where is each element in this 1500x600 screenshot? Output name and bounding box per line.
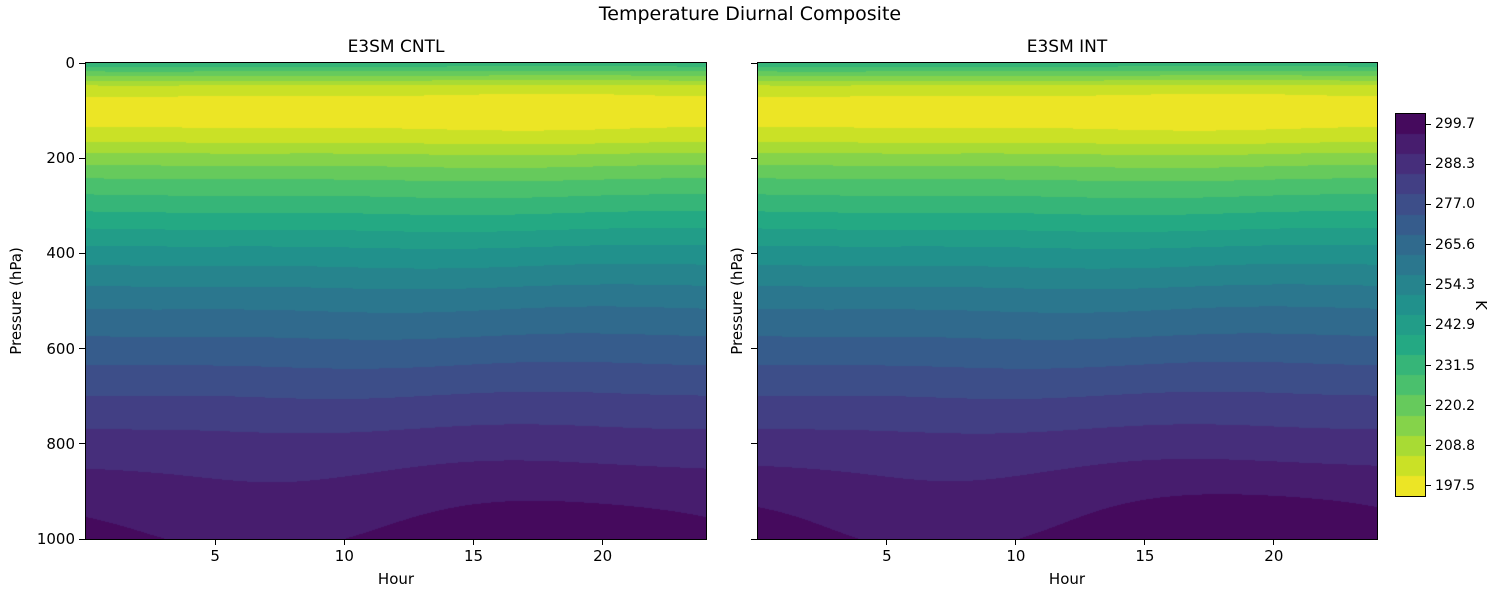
x-tick-mark xyxy=(1144,540,1146,545)
x-tick-label: 10 xyxy=(1006,547,1026,565)
x-tick-mark xyxy=(214,540,216,545)
colorbar-tick-mark xyxy=(1426,284,1431,286)
colorbar-tick-mark xyxy=(1426,405,1431,407)
x-tick-label: 10 xyxy=(334,547,354,565)
y-tick-label: 600 xyxy=(46,339,75,358)
colorbar-tick-mark xyxy=(1426,365,1431,367)
y-tick-label: 200 xyxy=(46,149,75,168)
x-axis-label-left: Hour xyxy=(377,570,415,588)
x-axis-label-right: Hour xyxy=(1048,570,1086,588)
contour-plot-int xyxy=(758,63,1377,539)
x-tick-mark xyxy=(886,540,888,545)
colorbar-label: K xyxy=(1472,300,1490,310)
contour-plot-cntl xyxy=(86,63,706,539)
x-tick-mark xyxy=(1273,540,1275,545)
colorbar-tick-mark xyxy=(1426,244,1431,246)
panel-title-int: E3SM INT xyxy=(1026,37,1108,57)
colorbar-tick-label: 254.3 xyxy=(1435,276,1476,293)
colorbar xyxy=(1395,113,1426,497)
colorbar-tick-mark xyxy=(1426,324,1431,326)
y-tick-label: 400 xyxy=(46,244,75,263)
x-tick-label: 5 xyxy=(882,547,892,565)
colorbar-tick-label: 231.5 xyxy=(1435,357,1476,374)
colorbar-tick-mark xyxy=(1426,163,1431,165)
colorbar-tick-label: 277.0 xyxy=(1435,196,1476,213)
axes-int xyxy=(757,62,1378,540)
colorbar-tick-label: 242.9 xyxy=(1435,317,1476,334)
x-tick-mark xyxy=(602,540,604,545)
colorbar-tick-mark xyxy=(1426,203,1431,205)
y-axis-label-left: Pressure (hPa) xyxy=(7,247,25,355)
axes-cntl xyxy=(85,62,707,540)
colorbar-tick-label: 299.7 xyxy=(1435,116,1476,133)
x-tick-label: 5 xyxy=(210,547,220,565)
x-tick-label: 15 xyxy=(463,547,484,565)
colorbar-tick-label: 265.6 xyxy=(1435,236,1476,253)
colorbar-tick-mark xyxy=(1426,445,1431,447)
y-tick-label: 800 xyxy=(46,434,75,453)
x-tick-mark xyxy=(1015,540,1017,545)
colorbar-tick-mark xyxy=(1426,485,1431,487)
x-tick-mark xyxy=(343,540,345,545)
x-tick-label: 20 xyxy=(593,547,613,565)
colorbar-tick-label: 197.5 xyxy=(1435,477,1476,494)
panel-title-cntl: E3SM CNTL xyxy=(347,37,445,57)
x-tick-label: 15 xyxy=(1135,547,1155,565)
colorbar-tick-mark xyxy=(1426,123,1431,125)
colorbar-tick-label: 220.2 xyxy=(1435,397,1476,414)
colorbar-tick-label: 208.8 xyxy=(1435,437,1476,454)
y-tick-label: 0 xyxy=(65,54,75,72)
y-axis-label-right: Pressure (hPa) xyxy=(728,247,746,355)
colorbar-gradient xyxy=(1396,114,1425,496)
y-tick-label: 1000 xyxy=(36,530,75,548)
x-tick-mark xyxy=(473,540,474,545)
x-tick-label: 20 xyxy=(1264,547,1284,565)
figure-title: Temperature Diurnal Composite xyxy=(598,3,902,25)
colorbar-tick-label: 288.3 xyxy=(1435,156,1476,173)
